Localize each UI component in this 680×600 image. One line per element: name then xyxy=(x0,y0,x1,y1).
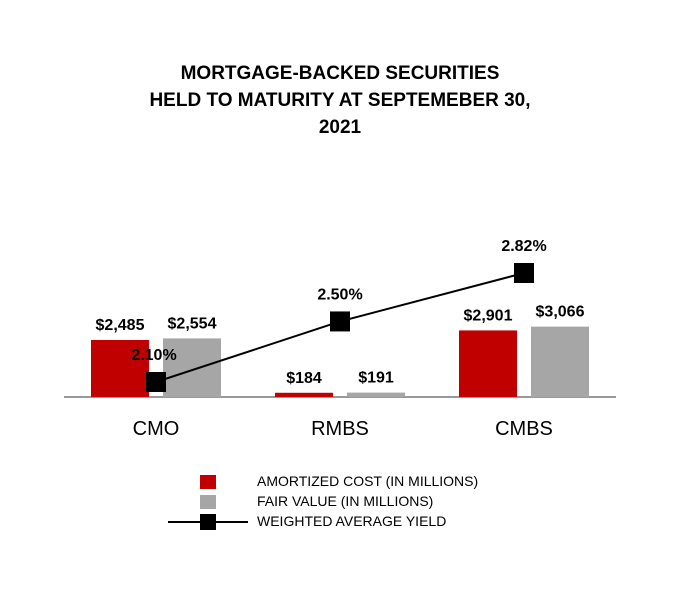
bar-rmbs-amortized-cost xyxy=(275,392,333,397)
legend-swatch-fair-value xyxy=(200,495,216,509)
bar-cmbs-fair-value xyxy=(531,326,589,397)
chart-title: MORTGAGE-BACKED SECURITIES HELD TO MATUR… xyxy=(40,60,640,141)
yield-marker-cmbs xyxy=(514,263,534,283)
bar-cmo-fair-value xyxy=(163,338,221,397)
bar-label-cmo-fair-value: $2,554 xyxy=(168,315,217,332)
yield-label-cmbs: 2.82% xyxy=(501,238,546,255)
yield-label-rmbs: 2.50% xyxy=(317,286,362,303)
chart-legend: AMORTIZED COST (IN MILLIONS) FAIR VALUE … xyxy=(168,472,588,532)
x-tick-label-rmbs: RMBS xyxy=(311,418,369,440)
bar-label-rmbs-fair-value: $191 xyxy=(358,370,394,387)
chart-title-line-1: MORTGAGE-BACKED SECURITIES xyxy=(180,63,500,84)
x-tick-label-cmo: CMO xyxy=(133,418,180,440)
x-tick-label-cmbs: CMBS xyxy=(495,418,553,440)
bar-label-cmbs-amortized-cost: $2,901 xyxy=(464,307,513,324)
legend-item-yield: WEIGHTED AVERAGE YIELD xyxy=(168,512,588,532)
legend-label-fair-value: FAIR VALUE (IN MILLIONS) xyxy=(257,493,434,509)
legend-label-yield: WEIGHTED AVERAGE YIELD xyxy=(257,513,447,529)
legend-item-amortized-cost: AMORTIZED COST (IN MILLIONS) xyxy=(168,472,588,492)
legend-swatch-amortized-cost xyxy=(200,475,216,489)
bar-rmbs-fair-value xyxy=(347,392,405,397)
bar-cmbs-amortized-cost xyxy=(459,330,517,397)
yield-marker-rmbs xyxy=(330,311,350,332)
bar-label-cmo-amortized-cost: $2,485 xyxy=(96,317,145,334)
bar-cmo-amortized-cost xyxy=(91,339,149,397)
bar-label-rmbs-amortized-cost: $184 xyxy=(286,370,322,387)
legend-marker-yield xyxy=(200,514,216,530)
yield-label-cmo: 2.10% xyxy=(131,347,176,364)
legend-item-fair-value: FAIR VALUE (IN MILLIONS) xyxy=(168,492,588,512)
bar-label-cmbs-fair-value: $3,066 xyxy=(536,304,585,321)
chart-title-line-3: 2021 xyxy=(318,117,362,138)
legend-label-amortized-cost: AMORTIZED COST (IN MILLIONS) xyxy=(257,473,479,489)
chart-title-line-2: HELD TO MATURITY AT SEPTEMEBER 30, xyxy=(149,90,531,111)
yield-marker-cmo xyxy=(146,372,166,392)
